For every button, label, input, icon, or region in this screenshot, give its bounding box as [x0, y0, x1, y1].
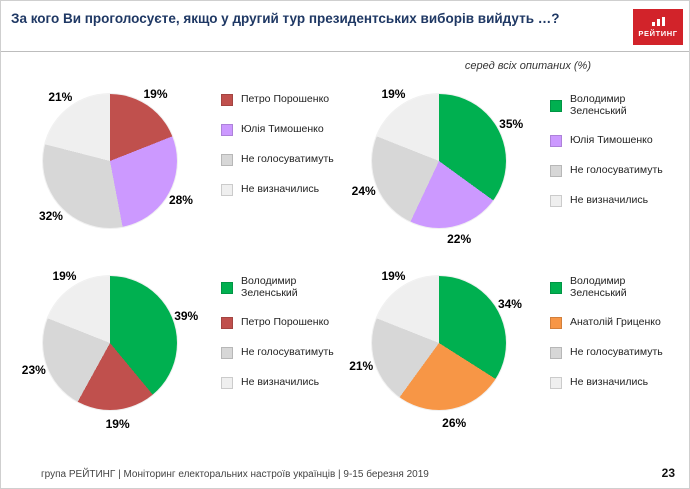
legend-swatch: [550, 377, 562, 390]
pie-chart-4: 34% 26% 21% 19% Володимир Зеленський Анатолі…: [349, 256, 683, 436]
pie-chart-3: 39% 19% 23% 19% Володимир Зеленський Петро П…: [21, 256, 354, 436]
legend-swatch: [221, 184, 233, 196]
slice-label: 34%: [497, 296, 522, 311]
legend-item: Юлія Тимошенко: [550, 134, 683, 148]
pie-area-3: 39% 19% 23% 19%: [21, 256, 217, 436]
legend-swatch: [550, 281, 562, 294]
slice-label: 22%: [447, 232, 472, 247]
legend-1: Петро Порошенко Юлія Тимошенко Не голосува…: [217, 74, 354, 214]
footer-text: група РЕЙТИНГ | Моніторинг електоральних…: [41, 469, 429, 480]
legend-item: Петро Порошенко: [221, 94, 354, 106]
legend-label: Володимир Зеленський: [241, 275, 298, 299]
legend-2: Володимир Зеленський Юлія Тимошенко Не гол…: [546, 74, 683, 225]
subtitle: серед всіх опитаних (%): [464, 60, 591, 72]
legend-swatch: [221, 154, 233, 166]
legend-item: Не визначились: [221, 376, 354, 390]
legend-label: Не голосуватимуть: [241, 346, 334, 359]
pie-2: [372, 94, 506, 228]
legend-item: Не визначились: [550, 376, 683, 390]
slice-label: 19%: [143, 87, 168, 101]
legend-label: Не визначились: [570, 376, 649, 389]
pie-area-2: 35% 22% 24% 19%: [351, 74, 546, 254]
legend-swatch: [550, 317, 562, 330]
legend-label: Не визначились: [241, 376, 320, 389]
legend-label: Володимир Зеленський: [570, 93, 627, 117]
legend-item: Володимир Зеленський: [550, 275, 683, 299]
legend-item: Не голосуватимуть: [550, 346, 683, 360]
charts-grid: 19% 28% 32% 21% Петро Порошенко Юлія Тимошен…: [1, 74, 689, 436]
legend-4: Володимир Зеленський Анатолій Гриценко Не …: [546, 256, 683, 407]
legend-swatch: [550, 347, 562, 360]
pie-area-4: 34% 26% 21% 19%: [349, 256, 546, 436]
legend-swatch: [221, 281, 233, 294]
legend-label: Не голосуватимуть: [570, 164, 663, 177]
legend-item: Не голосуватимуть: [221, 346, 354, 360]
bar-chart-icon: [651, 16, 665, 26]
slice-label: 21%: [349, 358, 374, 373]
legend-label: Не голосуватимуть: [241, 153, 334, 166]
legend-swatch: [221, 124, 233, 136]
legend-item: Володимир Зеленський: [550, 93, 683, 117]
slice-label: 32%: [38, 209, 63, 224]
legend-swatch: [550, 99, 562, 112]
legend-label: Володимир Зеленський: [570, 275, 627, 299]
pie-1: [43, 94, 177, 228]
legend-label: Не визначились: [570, 194, 649, 207]
page-number: 23: [661, 466, 675, 480]
legend-label: Анатолій Гриценко: [570, 316, 661, 329]
slice-label: 21%: [48, 89, 73, 104]
slice-label: 19%: [105, 416, 130, 431]
legend-item: Не визначились: [550, 194, 683, 208]
legend-label: Петро Порошенко: [241, 93, 330, 106]
slice-label: 19%: [381, 87, 406, 101]
pie-3: [43, 276, 177, 410]
legend-swatch: [221, 94, 233, 106]
legend-label: Не визначились: [241, 183, 320, 196]
pie-chart-1: 19% 28% 32% 21% Петро Порошенко Юлія Тимошен…: [25, 74, 354, 254]
legend-item: Петро Порошенко: [221, 316, 354, 330]
legend-item: Анатолій Гриценко: [550, 316, 683, 330]
footer: група РЕЙТИНГ | Моніторинг електоральних…: [1, 466, 689, 488]
legend-swatch: [221, 317, 233, 330]
pie-4: [372, 276, 506, 410]
pie-chart-2: 35% 22% 24% 19% Володимир Зеленський Юлія Ти…: [351, 74, 683, 254]
legend-3: Володимир Зеленський Петро Порошенко Не го…: [217, 256, 354, 407]
rating-logo: РЕЙТИНГ: [633, 9, 683, 45]
legend-label: Петро Порошенко: [241, 316, 330, 329]
slice-label: 24%: [351, 183, 376, 198]
legend-item: Не голосуватимуть: [221, 154, 354, 166]
legend-swatch: [550, 195, 562, 208]
legend-swatch: [221, 377, 233, 390]
legend-label: Юлія Тимошенко: [241, 123, 324, 136]
page-title: За кого Ви проголосуєте, якщо у другий т…: [11, 11, 560, 26]
slice-label: 26%: [442, 415, 467, 430]
legend-swatch: [221, 347, 233, 360]
logo-text: РЕЙТИНГ: [638, 28, 678, 38]
slice-label: 39%: [174, 308, 199, 323]
legend-item: Юлія Тимошенко: [221, 124, 354, 136]
pie-area-1: 19% 28% 32% 21%: [25, 74, 217, 254]
legend-label: Не голосуватимуть: [570, 346, 663, 359]
legend-item: Володимир Зеленський: [221, 275, 354, 299]
slice-label: 19%: [381, 269, 406, 283]
slice-label: 23%: [21, 363, 46, 378]
slice-label: 35%: [499, 117, 524, 132]
legend-item: Не визначились: [221, 184, 354, 196]
legend-item: Не голосуватимуть: [550, 164, 683, 178]
header: За кого Ви проголосуєте, якщо у другий т…: [1, 1, 689, 52]
legend-label: Юлія Тимошенко: [570, 134, 653, 147]
legend-swatch: [550, 165, 562, 178]
legend-swatch: [550, 135, 562, 148]
slice-label: 28%: [168, 193, 193, 208]
slice-label: 19%: [52, 269, 77, 283]
